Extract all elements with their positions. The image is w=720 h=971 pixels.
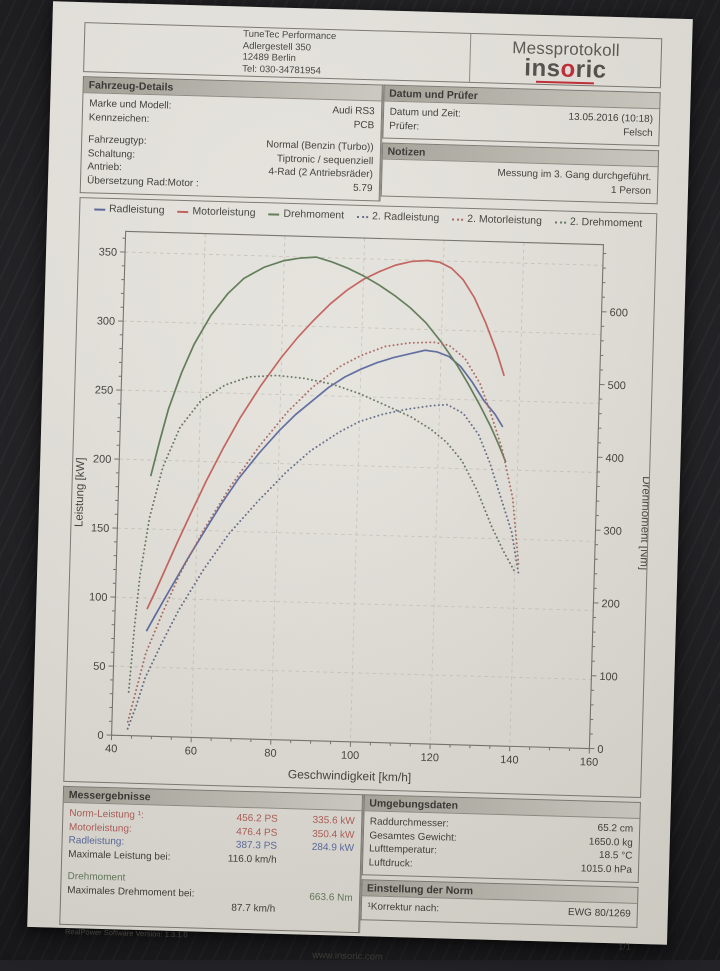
svg-text:0: 0 [97,730,103,742]
page-number: 1/1 [618,941,631,951]
svg-text:120: 120 [420,752,439,765]
right-axis-title: Drehmoment [Nm] [637,476,652,570]
legend-label: Radleistung [109,203,165,217]
row-label: Schaltung: [88,147,136,162]
svg-text:350: 350 [99,246,118,259]
row-label: Antrieb: [87,160,122,174]
svg-text:40: 40 [105,743,118,755]
details-section: Fahrzeug-Details Marke und Modell:Audi R… [80,76,661,209]
date-table: Datum und Zeit:13.05.2016 (10:18) Prüfer… [382,101,660,146]
svg-text:0: 0 [597,744,603,756]
svg-text:250: 250 [95,384,114,397]
legend-label: 2. Radleistung [372,210,439,224]
svg-text:500: 500 [607,380,626,393]
company-address-cell: TuneTec Performance Adlergestell 350 124… [84,23,471,82]
row-label: Maximale Leistung bei: [68,848,200,865]
dyno-chart: Radleistung Motorleistung Drehmoment 2. … [63,197,657,798]
row-value: 1650.0 kg [589,835,633,850]
series-2. Drehmoment [129,372,520,703]
insoric-logo: insoric [470,57,660,82]
series-2. Radleistung [128,396,524,739]
legend-item: Radleistung [94,202,165,216]
svg-text:200: 200 [93,453,112,466]
left-axis-title: Leistung [kW] [73,457,87,527]
legend-label: 2. Motorleistung [467,213,542,227]
x-axis-title: Geschwindigkeit [km/h] [288,767,412,784]
logo-text: ins [524,54,561,82]
svg-text:150: 150 [91,522,110,535]
legend-item: Motorleistung [177,205,255,219]
row-value: PCB [354,118,375,132]
row-label: ¹Korrektur nach: [367,900,439,915]
row-value-empty [275,903,352,919]
svg-text:200: 200 [601,598,620,611]
series-2. Motorleistung [128,334,525,733]
results-table: Norm-Leistung ¹: 456.2 PS 335.6 kW Motor… [59,803,362,933]
logo-text: ric [575,56,607,84]
svg-text:60: 60 [185,745,198,757]
svg-text:140: 140 [500,754,519,767]
svg-text:100: 100 [341,750,360,763]
series-Drehmoment [151,253,512,486]
row-value: 13.05.2016 (10:18) [568,111,653,127]
row-value: 1015.0 hPa [581,862,633,877]
row-value: 65.2 cm [597,822,633,836]
notes-box: Messung im 3. Gang durchgeführt. 1 Perso… [380,159,658,204]
svg-text:600: 600 [609,307,628,320]
gridlines [112,231,604,748]
logo-gear-icon: o [560,55,576,82]
company-phone: Tel: 030-34781954 [242,63,335,77]
axis-ticks [106,238,608,754]
svg-text:100: 100 [89,591,108,604]
software-version: RealPower Software Version: 1.3.1.0 [65,927,188,939]
row-value: 5.79 [353,181,373,195]
row-value-speed: 87.7 km/h [198,901,275,917]
svg-text:50: 50 [93,661,106,673]
svg-text:400: 400 [605,453,624,466]
row-label: Luftdruck: [368,856,412,871]
row-value: 18.5 °C [599,849,633,863]
legend-item: Drehmoment [268,207,344,221]
brand-cell: Messprotokoll insoric [470,34,661,87]
row-value-speed: 116.0 km/h [199,851,276,867]
svg-text:160: 160 [580,756,599,769]
vehicle-table: Marke und Modell:Audi RS3 Kennzeichen:PC… [80,93,382,201]
series-Radleistung [146,343,504,641]
results-section: Messergebnisse Norm-Leistung ¹: 456.2 PS… [59,786,641,941]
svg-text:300: 300 [97,315,116,328]
legend-swatch [452,218,463,220]
legend-item: 2. Drehmoment [555,215,643,229]
row-value: EWG 80/1269 [568,906,631,921]
legend-swatch [268,213,279,215]
row-label: Prüfer: [389,119,419,133]
svg-text:100: 100 [599,671,618,684]
legend-swatch [94,208,105,210]
legend-item: 2. Radleistung [357,210,439,224]
row-label: Kennzeichen: [89,111,150,126]
legend-label: Motorleistung [192,205,255,219]
table-row: ¹Korrektur nach: EWG 80/1269 [361,900,637,921]
legend-label: Drehmoment [283,208,344,222]
row-label: Übersetzung Rad:Motor : [87,174,199,191]
row-value-empty [276,853,353,869]
row-label [67,897,199,914]
environment-table: Raddurchmesser:65.2 cm Gesamtes Gewicht:… [361,811,640,883]
legend-swatch [177,210,188,212]
legend-item: 2. Motorleistung [452,212,542,227]
legend-swatch [555,221,566,223]
printed-report-page: TuneTec Performance Adlergestell 350 124… [27,1,693,945]
svg-text:80: 80 [264,747,277,759]
row-value: 4-Rad (2 Antriebsräder) [268,165,373,181]
svg-text:300: 300 [603,525,622,538]
row-value: Audi RS3 [332,104,375,119]
legend-label: 2. Drehmoment [570,216,643,230]
series-Motorleistung [147,253,507,619]
row-value: Felsch [623,126,653,140]
legend-swatch [357,215,368,217]
